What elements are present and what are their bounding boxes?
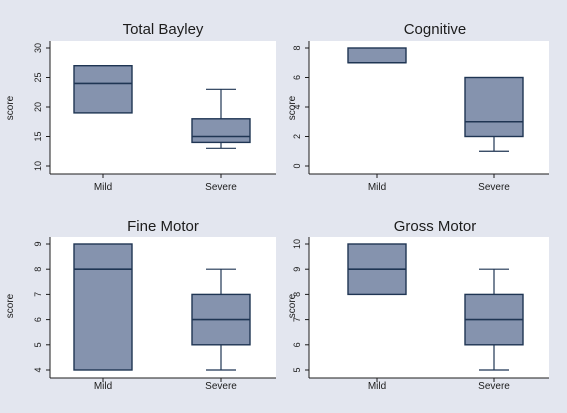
box-iqr xyxy=(464,76,524,138)
x-category-label: Severe xyxy=(205,182,237,193)
panel-title: Cognitive xyxy=(404,21,467,38)
box-mild: Mild xyxy=(73,243,133,392)
y-tick-label: 5 xyxy=(33,342,43,347)
y-tick-label: 9 xyxy=(33,241,43,246)
y-tick-label: 25 xyxy=(33,72,43,82)
x-category-label: Mild xyxy=(94,381,112,392)
box-iqr xyxy=(73,243,133,371)
panel-title: Gross Motor xyxy=(394,218,477,235)
y-tick-label: 8 xyxy=(292,45,302,50)
box-iqr xyxy=(191,118,251,144)
x-category-label: Mild xyxy=(94,182,112,193)
box-mild: Mild xyxy=(347,243,407,392)
y-tick-label: 20 xyxy=(33,102,43,112)
box-mild: Mild xyxy=(347,47,407,193)
y-tick-label: 30 xyxy=(33,43,43,53)
x-category-label: Mild xyxy=(368,381,386,392)
box-severe: Severe xyxy=(464,268,524,392)
y-tick-label: 8 xyxy=(33,267,43,272)
y-tick-label: 0 xyxy=(292,163,302,168)
y-tick-label: 6 xyxy=(292,75,302,80)
y-axis-label: score xyxy=(287,293,298,318)
y-tick-label: 8 xyxy=(292,292,302,297)
y-axis-label: score xyxy=(5,95,16,120)
box-severe: Severe xyxy=(464,76,524,193)
y-tick-label: 7 xyxy=(292,317,302,322)
y-tick-label: 10 xyxy=(33,161,43,171)
y-tick-label: 15 xyxy=(33,131,43,141)
y-tick-label: 6 xyxy=(292,342,302,347)
box-mild: Mild xyxy=(73,64,133,193)
x-category-label: Mild xyxy=(368,182,386,193)
chart-panel: Gross Motor score 5 6 7 8 9 10 Mild Severe xyxy=(287,218,549,392)
x-category-label: Severe xyxy=(478,182,510,193)
box-severe: Severe xyxy=(191,268,251,392)
x-category-label: Severe xyxy=(205,381,237,392)
chart-panel: Cognitive score 0 2 4 6 8 Mild Severe xyxy=(287,21,549,193)
panel-title: Fine Motor xyxy=(127,218,199,235)
y-tick-label: 4 xyxy=(33,367,43,372)
y-tick-label: 4 xyxy=(292,104,302,109)
y-axis-label: score xyxy=(287,95,298,120)
chart-panel: Total Bayley score 10 15 20 25 30 Mild Severe xyxy=(5,21,276,193)
box-iqr xyxy=(73,64,133,114)
box-severe: Severe xyxy=(191,88,251,193)
y-tick-label: 5 xyxy=(292,367,302,372)
y-tick-label: 6 xyxy=(33,317,43,322)
y-tick-label: 2 xyxy=(292,134,302,139)
y-axis-label: score xyxy=(5,293,16,318)
y-tick-label: 9 xyxy=(292,267,302,272)
panel-title: Total Bayley xyxy=(123,21,204,38)
y-tick-label: 7 xyxy=(33,292,43,297)
chart-panel: Fine Motor score 4 5 6 7 8 9 Mild Severe xyxy=(5,218,276,392)
y-tick-label: 10 xyxy=(292,239,302,249)
box-iqr xyxy=(347,47,407,64)
x-category-label: Severe xyxy=(478,381,510,392)
